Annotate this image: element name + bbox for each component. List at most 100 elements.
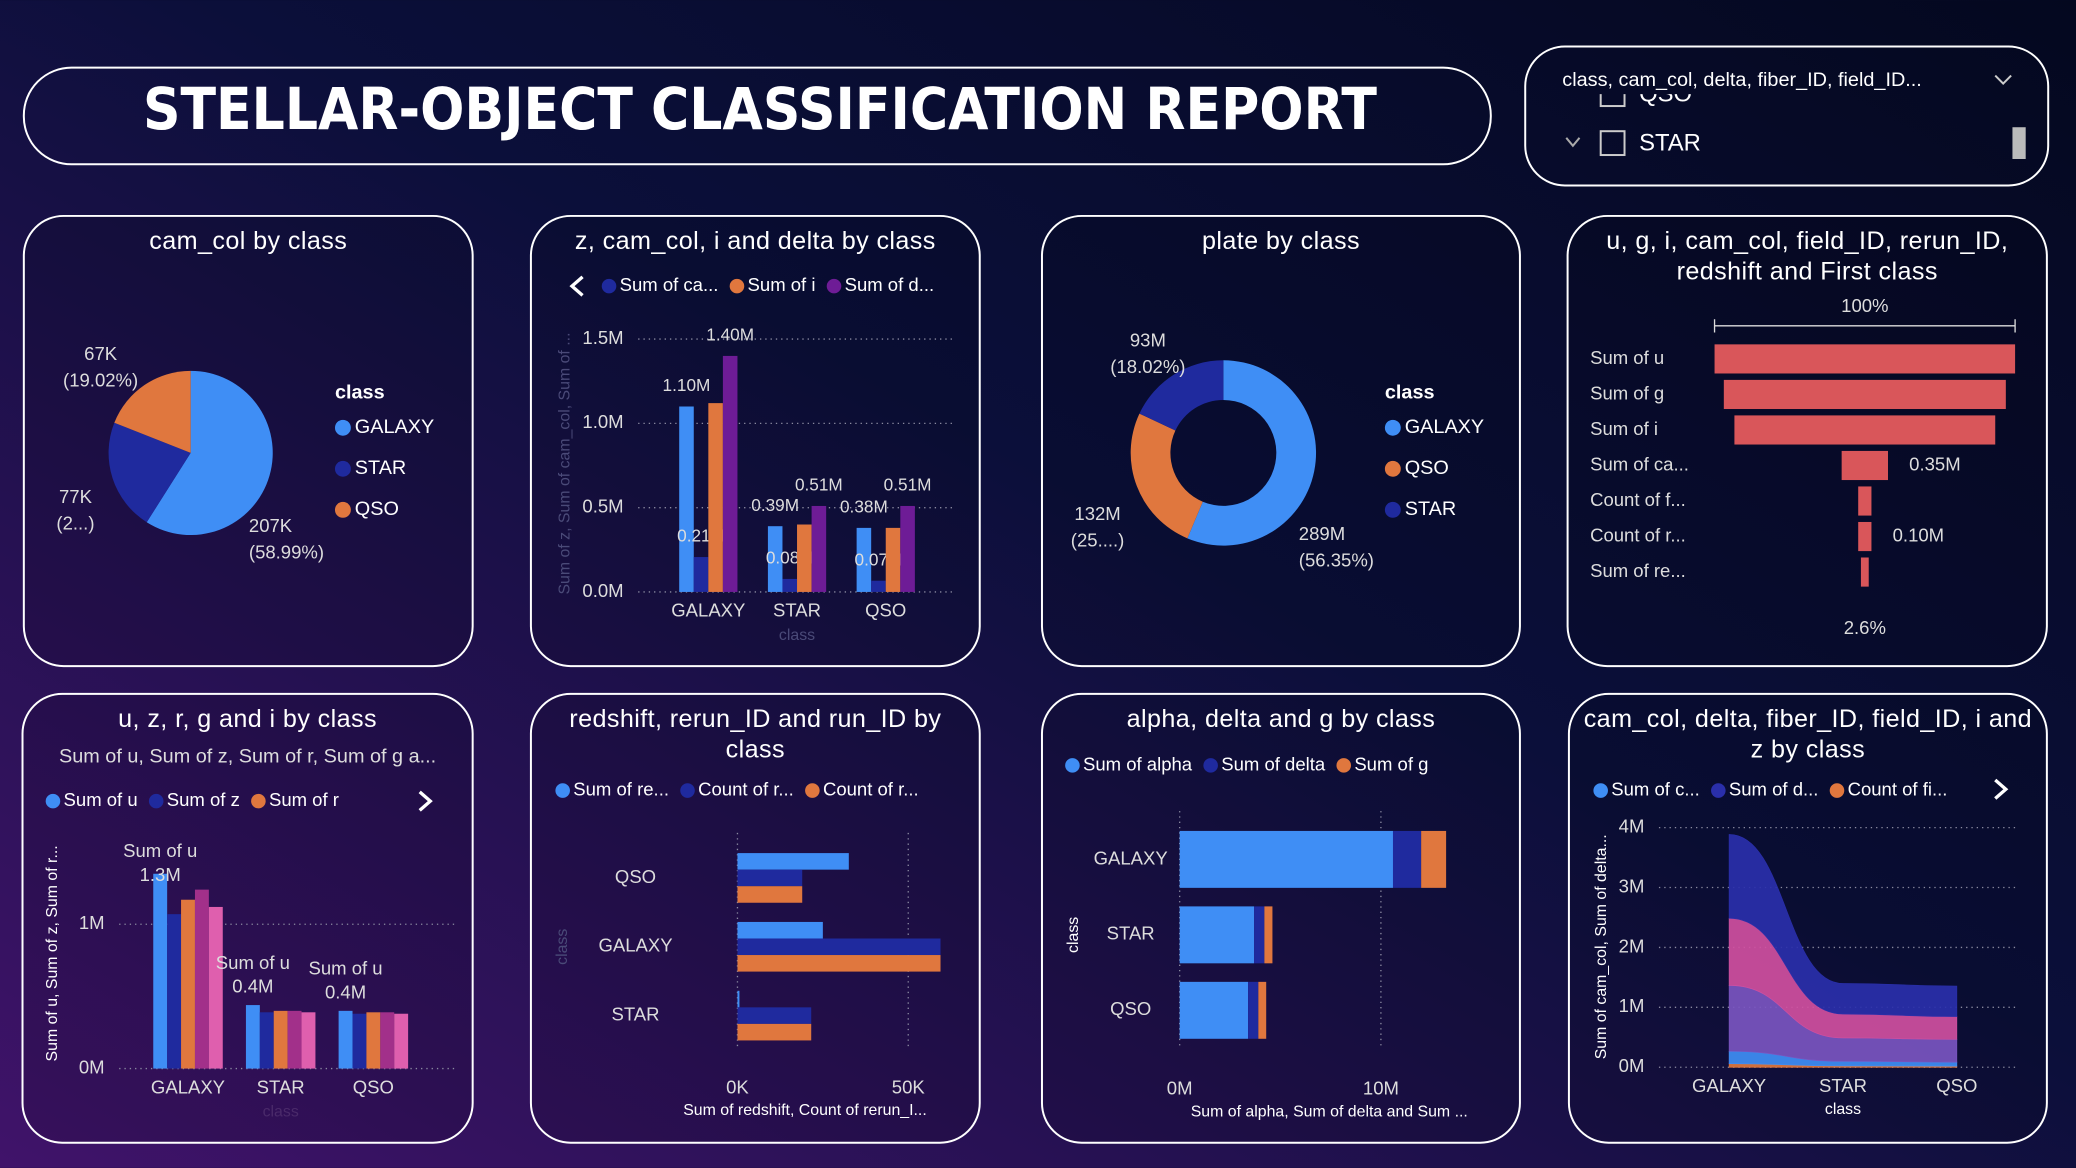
area-layer xyxy=(1728,834,1958,1017)
funnel-top-label: 100% xyxy=(1841,295,1888,316)
slicer-frame xyxy=(1524,45,2050,187)
y-tick-label: STAR xyxy=(1107,923,1155,944)
legend-page-arrow[interactable] xyxy=(569,275,584,297)
bar xyxy=(737,921,823,939)
bar xyxy=(167,914,182,1069)
x-axis-title: Sum of alpha, Sum of delta and Sum ... xyxy=(1191,1103,1468,1120)
bar-segment xyxy=(1392,830,1422,888)
chart-title-box: u, z, r, g and i by class xyxy=(118,706,376,734)
y-axis-title: class xyxy=(554,929,571,965)
legend-marker xyxy=(1384,419,1401,436)
y-tick-label: GALAXY xyxy=(598,935,672,956)
legend-title: class xyxy=(335,382,385,404)
legend-label: GALAXY xyxy=(1405,416,1484,438)
slice xyxy=(1139,360,1224,431)
legend-page-arrow[interactable] xyxy=(1994,778,2009,800)
funnel-bar xyxy=(1723,379,2006,410)
legend-marker xyxy=(334,419,351,436)
legend-label: STAR xyxy=(355,457,406,479)
category-label: Count of f... xyxy=(1590,489,1686,510)
data-label: 77K xyxy=(59,486,93,507)
y-tick-label: QSO xyxy=(1110,998,1151,1019)
data-label: 0.51M xyxy=(795,475,843,495)
bar xyxy=(352,1013,367,1069)
data-label: 0.39M xyxy=(751,495,799,515)
legend-label: Count of fi... xyxy=(1848,778,1948,799)
bar xyxy=(708,403,723,592)
legend-label: Sum of r xyxy=(269,789,339,810)
bar xyxy=(737,938,941,956)
slicer-checkbox[interactable] xyxy=(1599,130,1626,157)
x-axis-title: Sum of redshift, Count of rerun_I... xyxy=(683,1102,927,1119)
legend-label: Sum of u xyxy=(64,789,138,810)
bar xyxy=(737,853,849,870)
bar xyxy=(737,869,803,887)
y-tick-label: 0.5M xyxy=(582,496,623,517)
slicer-scrollbar[interactable] xyxy=(2012,127,2026,160)
y-tick-label: 0M xyxy=(1619,1055,1645,1076)
bar xyxy=(693,557,709,592)
data-label: 0.51M xyxy=(884,475,932,495)
x-tick-label: 0K xyxy=(726,1076,749,1097)
bar xyxy=(679,406,694,592)
slicer-header[interactable]: class, cam_col, delta, fiber_ID, field_I… xyxy=(1562,69,1922,91)
chart-panel: alpha, delta and g by class Sum of alpha S… xyxy=(1040,692,1521,1144)
legend-marker xyxy=(729,278,745,294)
legend-marker xyxy=(1203,758,1218,773)
bar xyxy=(208,906,223,1069)
legend-marker xyxy=(251,793,266,809)
funnel-bracket xyxy=(1713,319,2016,333)
bar xyxy=(856,527,872,592)
x-axis-title: class xyxy=(1825,1101,1861,1118)
bar xyxy=(737,886,803,903)
legend-marker xyxy=(680,783,695,798)
y-tick-label: STAR xyxy=(612,1004,660,1025)
slicer-item[interactable]: QSO xyxy=(1639,81,1692,108)
bar xyxy=(737,990,740,1008)
slicer-checkbox[interactable] xyxy=(1599,82,1626,108)
chart-title-box: cam_col by class xyxy=(149,228,346,256)
data-label: 289M xyxy=(1299,523,1345,544)
slice xyxy=(146,370,273,536)
y-tick-label: 1.0M xyxy=(582,411,623,432)
legend-marker xyxy=(148,793,164,809)
slice xyxy=(108,422,191,523)
data-label-percent: (25....) xyxy=(1071,530,1125,551)
data-label-percent: (58.99%) xyxy=(249,541,324,562)
y-axis-title: Sum of cam_col, Sum of delta... xyxy=(1593,834,1610,1059)
legend-marker xyxy=(334,501,351,518)
category-label: Sum of re... xyxy=(1590,560,1686,581)
legend-label: Sum of z xyxy=(167,789,240,810)
data-label: 0.4M xyxy=(325,982,366,1003)
bar xyxy=(737,955,941,972)
chart-panel: cam_col by class 207K (58.99%) 77K (2...) 67K… xyxy=(22,214,474,668)
legend-page-arrow[interactable] xyxy=(418,790,433,812)
chart-title-box: alpha, delta and g by class xyxy=(1127,706,1435,734)
slicer-dropdown[interactable] xyxy=(1994,74,2012,85)
chart-panel: z, cam_col, i and delta by class Sum of c… xyxy=(529,214,981,668)
bar xyxy=(287,1010,302,1069)
bar xyxy=(380,1012,395,1069)
legend-marker xyxy=(1336,758,1352,773)
funnel-bar xyxy=(1858,521,1872,552)
bar xyxy=(871,580,886,592)
bar-segment xyxy=(1258,981,1267,1039)
chart-title-box: cam_col, delta, fiber_ID, field_ID, i an… xyxy=(1583,705,2033,765)
legend-marker xyxy=(1711,783,1726,798)
y-axis-title: Sum of u, Sum of z, Sum of r... xyxy=(44,845,61,1061)
bar xyxy=(366,1012,381,1069)
bar xyxy=(797,524,812,592)
category-label: Count of r... xyxy=(1590,524,1686,545)
chart-title: cam_col, delta, fiber_ID, field_ID, i an… xyxy=(1583,705,2033,765)
bar xyxy=(394,1013,409,1069)
bar xyxy=(273,1010,288,1069)
report-title: STELLAR-OBJECT CLASSIFICATION REPORT xyxy=(143,75,1377,143)
legend-marker xyxy=(45,793,61,809)
panel-frame xyxy=(529,692,981,1144)
bar-segment xyxy=(1179,906,1255,964)
bar-segment xyxy=(1421,830,1447,888)
slicer-expand[interactable] xyxy=(1565,137,1581,148)
bar xyxy=(194,889,209,1069)
slicer-item[interactable]: STAR xyxy=(1639,130,1701,157)
